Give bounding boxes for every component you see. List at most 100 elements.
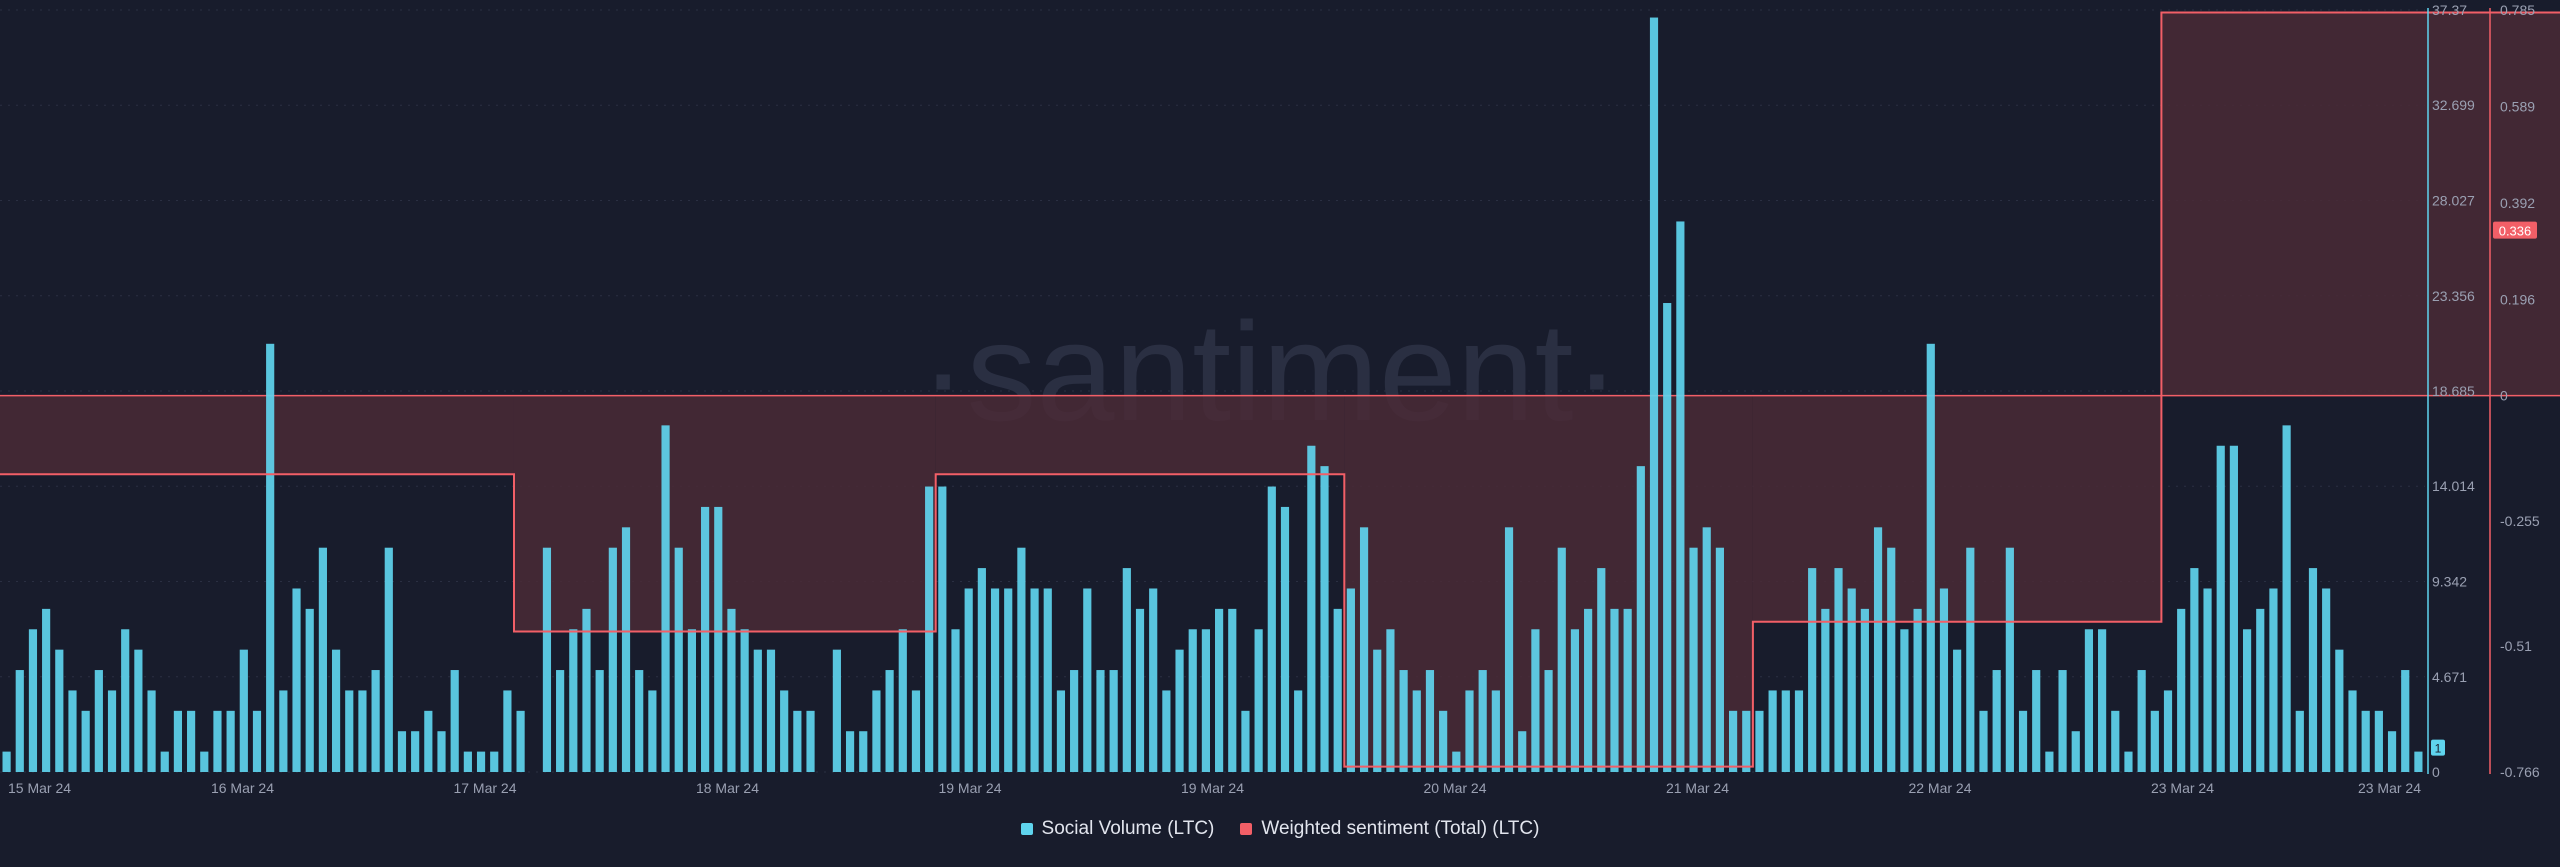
- bar-18: [239, 649, 248, 772]
- bar-159: [2098, 629, 2107, 772]
- bar-178: [2348, 690, 2357, 772]
- x-tick-label: 16 Mar 24: [211, 780, 274, 796]
- bar-103: [1359, 527, 1369, 772]
- bar-111: [1465, 690, 1474, 772]
- bar-99: [1307, 445, 1316, 772]
- bar-23: [305, 608, 314, 772]
- bar-76: [1004, 588, 1013, 772]
- bar-93: [1228, 608, 1237, 772]
- bar-108: [1425, 670, 1435, 772]
- bar-53: [701, 506, 710, 772]
- bar-17: [226, 710, 235, 772]
- bar-22: [292, 588, 301, 772]
- bar-67: [885, 670, 894, 772]
- bar-135: [1781, 690, 1790, 772]
- bar-175: [2308, 568, 2318, 772]
- bar-20: [266, 343, 275, 772]
- x-tick-label: 19 Mar 24: [938, 780, 1001, 796]
- bar-10: [134, 649, 143, 772]
- bar-153: [2018, 710, 2028, 772]
- y-right-tick-label: -0.766: [2500, 764, 2540, 780]
- bar-182: [2401, 670, 2410, 772]
- bar-154: [2032, 670, 2041, 772]
- y-left-tick-label: 32.699: [2432, 97, 2475, 113]
- bar-133: [1755, 710, 1764, 772]
- y-left-tick-label: 0: [2432, 764, 2440, 780]
- bar-30: [397, 731, 407, 772]
- bar-89: [1175, 649, 1184, 772]
- bar-156: [2058, 670, 2067, 772]
- bar-121: [1597, 568, 1606, 772]
- bar-129: [1702, 527, 1711, 772]
- bar-157: [2071, 731, 2080, 772]
- legend-swatch-weighted-sentiment: [1240, 823, 1253, 835]
- legend: Social Volume (LTC) Weighted sentiment (…: [0, 818, 2560, 840]
- bar-168: [2216, 445, 2225, 772]
- bar-7: [94, 670, 103, 772]
- bar-11: [147, 690, 156, 772]
- bar-6: [81, 710, 90, 772]
- bar-163: [2150, 710, 2159, 772]
- bar-165: [2177, 608, 2186, 772]
- bar-72: [951, 629, 960, 772]
- social-volume-bars: [2, 17, 2423, 773]
- bar-92: [1215, 608, 1224, 772]
- bar-179: [2361, 710, 2370, 772]
- bar-44: [582, 608, 591, 772]
- bar-166: [2190, 568, 2199, 772]
- legend-item-weighted-sentiment[interactable]: Weighted sentiment (Total) (LTC): [1240, 818, 1539, 840]
- bar-164: [2163, 690, 2173, 772]
- bar-147: [1939, 588, 1949, 772]
- bar-174: [2295, 710, 2304, 772]
- bar-29: [384, 547, 393, 772]
- bar-158: [2084, 629, 2094, 772]
- bar-176: [2322, 588, 2331, 772]
- bar-33: [437, 731, 446, 772]
- y-right-tick-label: 0: [2500, 388, 2508, 404]
- bar-115: [1518, 731, 1527, 772]
- current-sentiment-tag-label: 0.336: [2499, 224, 2532, 239]
- bar-102: [1346, 588, 1355, 772]
- x-tick-label: 23 Mar 24: [2358, 780, 2421, 796]
- y-right-tick-label: 0.785: [2500, 2, 2535, 18]
- sentiment-area-1: [513, 395, 936, 632]
- y-right-tick-label: -0.255: [2500, 513, 2540, 529]
- bar-14: [187, 710, 196, 772]
- x-tick-label: 22 Mar 24: [1908, 780, 1971, 796]
- bar-110: [1452, 751, 1461, 772]
- bar-21: [279, 690, 288, 772]
- bar-64: [845, 731, 855, 772]
- bar-71: [938, 486, 947, 772]
- bar-180: [2374, 710, 2383, 772]
- bar-140: [1847, 588, 1856, 772]
- bar-173: [2282, 425, 2291, 772]
- y-right-tick-label: -0.51: [2500, 638, 2532, 654]
- bar-24: [318, 547, 327, 772]
- legend-item-social-volume[interactable]: Social Volume (LTC): [1020, 818, 1214, 840]
- bar-48: [635, 670, 644, 772]
- bar-169: [2229, 445, 2238, 772]
- sentiment-line: [0, 11, 2560, 768]
- bar-87: [1149, 588, 1158, 772]
- x-tick-label: 18 Mar 24: [696, 780, 759, 796]
- bar-47: [621, 527, 631, 772]
- bar-137: [1808, 568, 1817, 772]
- bar-127: [1676, 221, 1685, 773]
- bar-109: [1439, 710, 1448, 772]
- bar-41: [542, 547, 552, 772]
- bar-181: [2387, 731, 2397, 772]
- legend-swatch-social-volume: [1020, 823, 1033, 835]
- bar-13: [173, 710, 183, 772]
- bar-134: [1768, 690, 1777, 772]
- y-right-tick-label: 0.196: [2500, 291, 2535, 307]
- bar-83: [1096, 670, 1105, 772]
- bar-123: [1623, 608, 1632, 772]
- bar-96: [1267, 486, 1276, 772]
- bar-73: [964, 588, 973, 772]
- x-axis-ticks: 15 Mar 24 16 Mar 24 17 Mar 24 18 Mar 24 19 M…: [8, 780, 2421, 796]
- bar-57: [753, 649, 762, 772]
- y-left-tick-label: 18.685: [2432, 383, 2475, 399]
- y-left-axis-ticks: 0 4.671 9.342 14.014 18.685 23.356 28.027 32.69…: [2432, 2, 2475, 780]
- bar-42: [556, 670, 565, 772]
